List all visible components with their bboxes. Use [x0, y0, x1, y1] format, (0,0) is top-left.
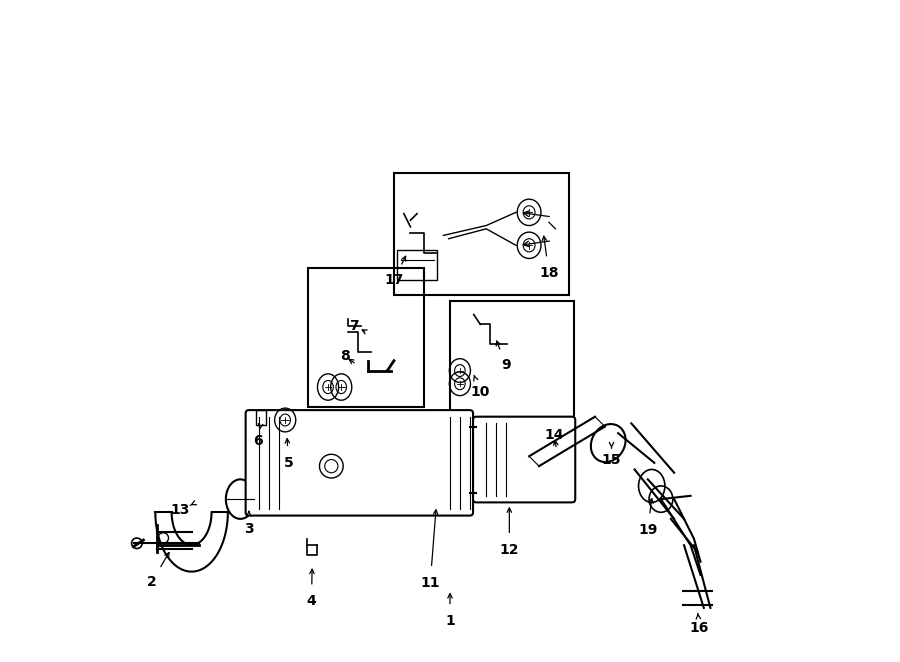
Text: 17: 17	[384, 273, 404, 287]
Text: 10: 10	[470, 385, 490, 399]
Bar	[256, 410, 266, 424]
Text: 3: 3	[244, 522, 254, 536]
Text: 14: 14	[544, 428, 564, 442]
Text: 12: 12	[500, 543, 519, 557]
FancyBboxPatch shape	[473, 416, 575, 502]
Bar	[397, 250, 436, 279]
Text: 8: 8	[339, 349, 349, 363]
Text: 13: 13	[170, 503, 189, 517]
Text: 19: 19	[638, 523, 658, 537]
Text: 5: 5	[284, 456, 293, 470]
Text: 9: 9	[501, 358, 511, 372]
FancyBboxPatch shape	[246, 410, 473, 516]
Bar	[450, 301, 574, 416]
Text: 15: 15	[602, 453, 621, 467]
Bar	[394, 173, 569, 295]
Text: 18: 18	[539, 266, 559, 280]
Bar	[309, 268, 424, 407]
Text: 4: 4	[307, 594, 317, 608]
Text: 2: 2	[148, 575, 157, 589]
Text: 16: 16	[689, 621, 709, 635]
Text: 11: 11	[420, 576, 440, 590]
Text: 1: 1	[446, 614, 454, 628]
Text: 6: 6	[253, 434, 262, 448]
Text: 7: 7	[349, 318, 359, 333]
